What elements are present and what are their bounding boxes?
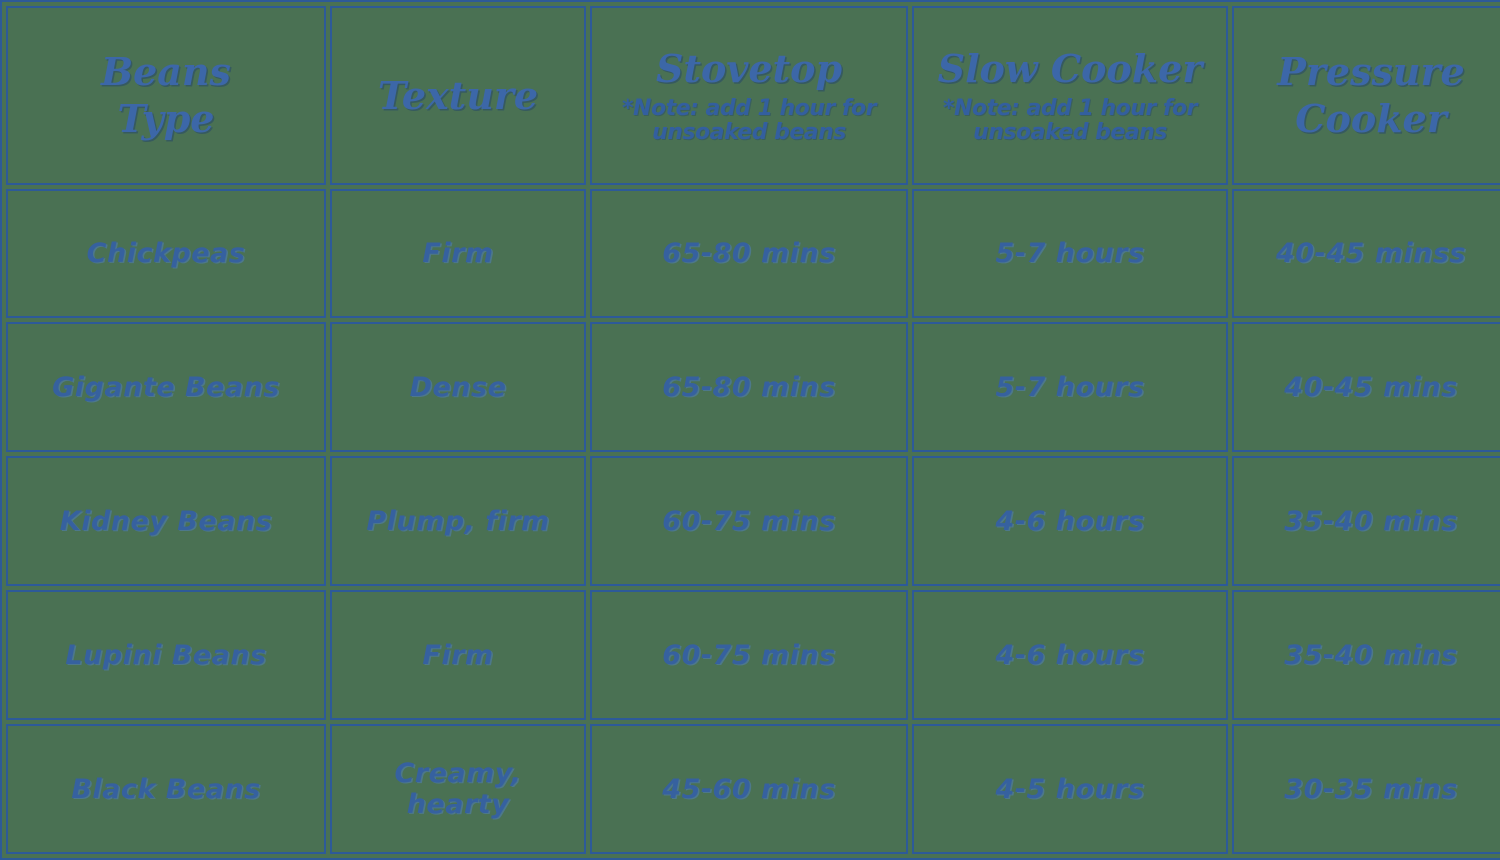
- cell-texture: Dense: [330, 322, 586, 453]
- column-header-texture: Texture: [330, 6, 586, 185]
- slow-cooker-time: 5-7 hours: [995, 238, 1145, 270]
- column-header-slow-cooker: Slow Cooker *Note: add 1 hour for unsoak…: [912, 6, 1228, 185]
- cell-pressure-cooker-time: 35-40 mins: [1232, 456, 1500, 587]
- cell-pressure-cooker-time: 40-45 minss: [1232, 188, 1500, 319]
- table-row-black-beans: Black Beans Creamy, hearty 45-60 mins 4-…: [6, 724, 1500, 854]
- pressure-cooker-time: 35-40 mins: [1284, 639, 1458, 671]
- bean-name: Chickpeas: [86, 238, 246, 270]
- stovetop-time: 65-80 mins: [662, 371, 836, 403]
- cell-pressure-cooker-time: 35-40 mins: [1232, 590, 1500, 721]
- column-header-beans-type: Beans Type: [6, 6, 326, 185]
- pressure-cooker-time: 40-45 minss: [1275, 238, 1466, 270]
- slow-cooker-time: 4-5 hours: [995, 773, 1145, 805]
- table-row-lupini-beans: Lupini Beans Firm 60-75 mins 4-6 hours 3…: [6, 590, 1500, 721]
- header-row: Beans Type Texture Stovetop *Note: add 1…: [6, 6, 1500, 185]
- cell-stovetop-time: 60-75 mins: [590, 590, 908, 721]
- cell-stovetop-time: 65-80 mins: [590, 322, 908, 453]
- pressure-cooker-time: 40-45 mins: [1284, 371, 1458, 403]
- cell-slow-cooker-time: 5-7 hours: [912, 322, 1228, 453]
- cell-slow-cooker-time: 4-6 hours: [912, 456, 1228, 587]
- stovetop-time: 60-75 mins: [662, 505, 836, 537]
- cell-bean-type: Lupini Beans: [6, 590, 326, 721]
- bean-name: Kidney Beans: [59, 505, 273, 537]
- cell-texture: Plump, firm: [330, 456, 586, 587]
- cell-stovetop-time: 45-60 mins: [590, 724, 908, 854]
- cell-pressure-cooker-time: 30-35 mins: [1232, 724, 1500, 854]
- slow-cooker-time: 4-6 hours: [995, 505, 1145, 537]
- header-label: Pressure Cooker: [1277, 48, 1465, 142]
- cell-slow-cooker-time: 4-5 hours: [912, 724, 1228, 854]
- bean-name: Lupini Beans: [65, 639, 267, 671]
- header-note: *Note: add 1 hour for unsoaked beans: [943, 95, 1197, 146]
- slow-cooker-time: 5-7 hours: [995, 371, 1145, 403]
- stovetop-time: 60-75 mins: [662, 639, 836, 671]
- cell-slow-cooker-time: 5-7 hours: [912, 188, 1228, 319]
- cell-stovetop-time: 65-80 mins: [590, 188, 908, 319]
- column-header-pressure-cooker: Pressure Cooker: [1232, 6, 1500, 185]
- cell-pressure-cooker-time: 40-45 mins: [1232, 322, 1500, 453]
- cell-texture: Creamy, hearty: [330, 724, 586, 854]
- header-note: *Note: add 1 hour for unsoaked beans: [622, 95, 876, 146]
- stovetop-time: 45-60 mins: [662, 773, 836, 805]
- header-label: Stovetop: [655, 46, 843, 92]
- pressure-cooker-time: 30-35 mins: [1284, 773, 1458, 805]
- header-label: Texture: [377, 72, 539, 118]
- texture-value: Dense: [409, 371, 507, 403]
- cell-texture: Firm: [330, 590, 586, 721]
- cell-texture: Firm: [330, 188, 586, 319]
- bean-name: Black Beans: [71, 773, 261, 805]
- cell-slow-cooker-time: 4-6 hours: [912, 590, 1228, 721]
- cell-bean-type: Black Beans: [6, 724, 326, 854]
- table-row-chickpeas: Chickpeas Firm 65-80 mins 5-7 hours 40-4…: [6, 188, 1500, 319]
- table-row-kidney-beans: Kidney Beans Plump, firm 60-75 mins 4-6 …: [6, 456, 1500, 587]
- cell-bean-type: Kidney Beans: [6, 456, 326, 587]
- cell-stovetop-time: 60-75 mins: [590, 456, 908, 587]
- texture-value: Firm: [422, 238, 494, 270]
- bean-name: Gigante Beans: [52, 371, 280, 403]
- texture-value: Plump, firm: [366, 505, 550, 537]
- table-row-gigante-beans: Gigante Beans Dense 65-80 mins 5-7 hours…: [6, 322, 1500, 453]
- cell-bean-type: Chickpeas: [6, 188, 326, 319]
- column-header-stovetop: Stovetop *Note: add 1 hour for unsoaked …: [590, 6, 908, 185]
- header-label: Slow Cooker: [937, 46, 1203, 92]
- texture-value: Firm: [422, 639, 494, 671]
- slow-cooker-time: 4-6 hours: [995, 639, 1145, 671]
- stovetop-time: 65-80 mins: [662, 238, 836, 270]
- cell-bean-type: Gigante Beans: [6, 322, 326, 453]
- header-label: Beans Type: [101, 48, 231, 142]
- pressure-cooker-time: 35-40 mins: [1284, 505, 1458, 537]
- texture-value: Creamy, hearty: [394, 758, 522, 821]
